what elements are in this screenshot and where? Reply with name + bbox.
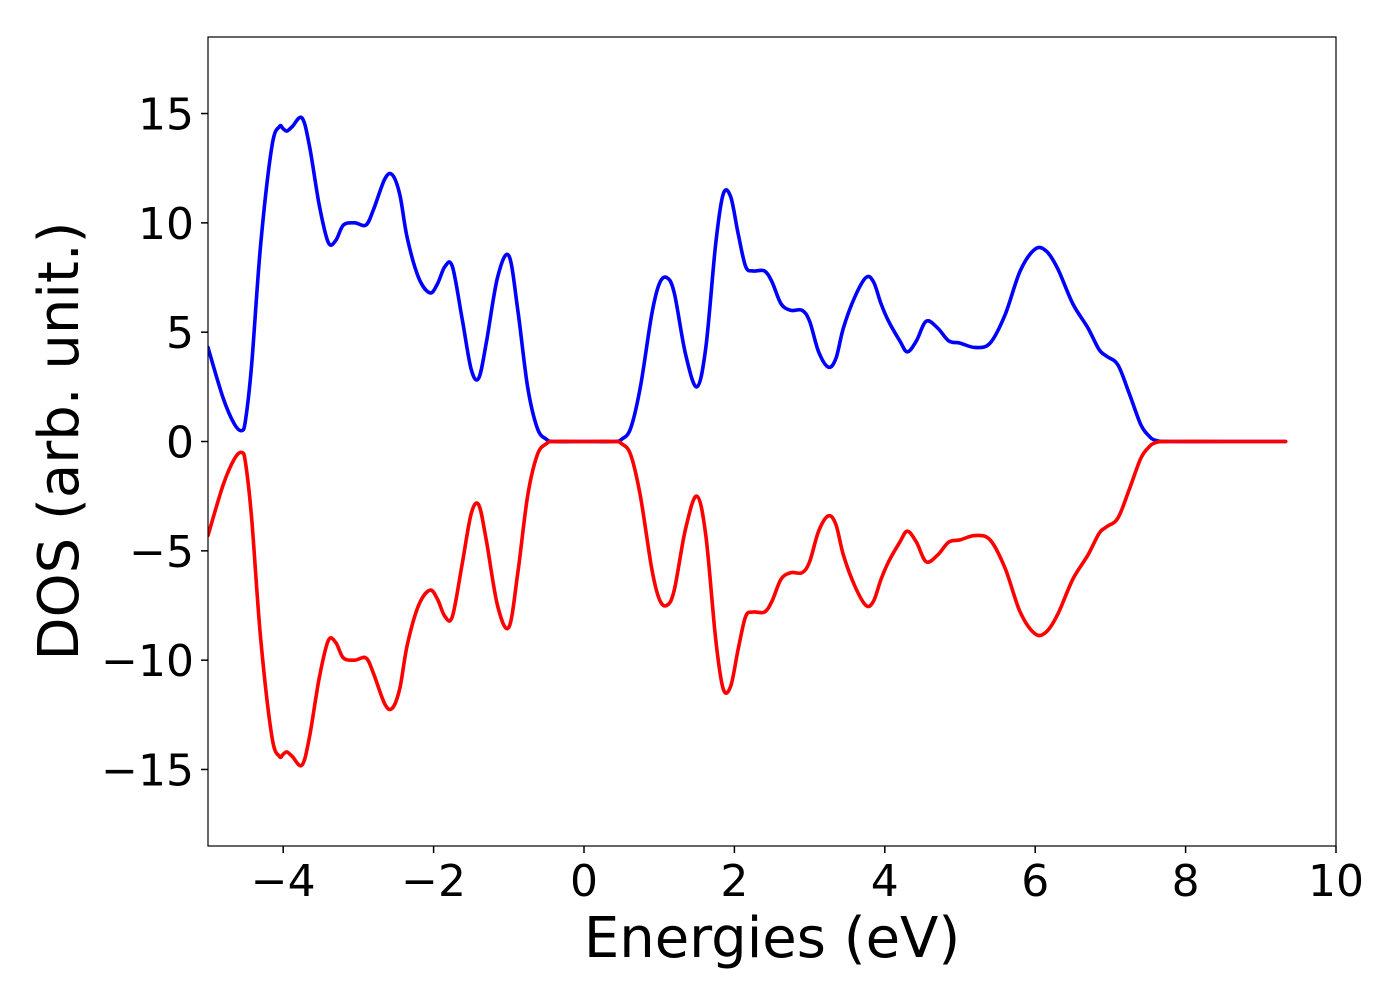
y-tick-label: 15	[138, 90, 194, 141]
x-tick-label: 4	[871, 856, 899, 907]
x-tick-label: 10	[1308, 856, 1364, 907]
y-tick-label: −5	[129, 527, 194, 578]
x-tick-label: 6	[1021, 856, 1049, 907]
x-axis-ticks: −4 −2 0 2 4 6 8 10	[251, 846, 1364, 907]
y-tick-label: −10	[101, 636, 194, 687]
x-tick-label: −2	[401, 856, 466, 907]
y-axis-label: DOS (arb. unit.)	[27, 221, 92, 660]
x-tick-label: 2	[720, 856, 748, 907]
x-tick-label: 0	[570, 856, 598, 907]
y-tick-label: 10	[138, 199, 194, 250]
x-tick-label: −4	[251, 856, 316, 907]
y-tick-label: 0	[166, 418, 194, 469]
series-line-1	[208, 439, 1288, 768]
y-tick-label: −15	[101, 745, 194, 796]
y-axis-ticks: −15 −10 −5 0 5 10 15	[101, 90, 208, 796]
series-layer	[208, 115, 1288, 768]
y-tick-label: 5	[166, 308, 194, 359]
series-line-0	[208, 115, 1288, 444]
x-tick-label: 8	[1172, 856, 1200, 907]
x-axis-label: Energies (eV)	[584, 906, 960, 971]
